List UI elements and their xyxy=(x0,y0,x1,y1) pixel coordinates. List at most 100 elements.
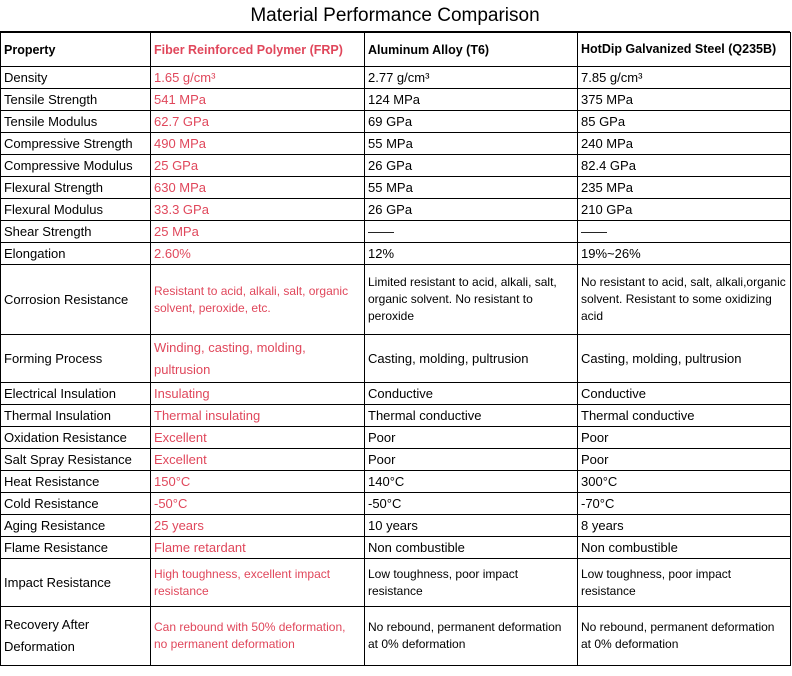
table-row: Flexural Strength 630 MPa 55 MPa 235 MPa xyxy=(0,176,791,199)
header-property: Property xyxy=(0,32,151,67)
cell-steel: Low toughness, poor impact resistance xyxy=(577,558,791,607)
cell-steel: No resistant to acid, salt, alkali,organ… xyxy=(577,264,791,335)
table-row: Oxidation Resistance Excellent Poor Poor xyxy=(0,426,791,449)
cell-aluminum: 124 MPa xyxy=(364,88,578,111)
cell-aluminum: Low toughness, poor impact resistance xyxy=(364,558,578,607)
table-row: Compressive Strength 490 MPa 55 MPa 240 MPa xyxy=(0,132,791,155)
cell-property: Salt Spray Resistance xyxy=(0,448,151,471)
table-row: Density 1.65 g/cm³ 2.77 g/cm³ 7.85 g/cm³ xyxy=(0,66,791,89)
header-steel: HotDip Galvanized Steel (Q235B) xyxy=(577,32,791,67)
cell-frp: 1.65 g/cm³ xyxy=(150,66,365,89)
cell-frp: Thermal insulating xyxy=(150,404,365,427)
cell-property: Heat Resistance xyxy=(0,470,151,493)
cell-steel: Casting, molding, pultrusion xyxy=(577,334,791,383)
cell-steel: 240 MPa xyxy=(577,132,791,155)
cell-frp: 150°C xyxy=(150,470,365,493)
table-row: Tensile Strength 541 MPa 124 MPa 375 MPa xyxy=(0,88,791,111)
comparison-table: Property Fiber Reinforced Polymer (FRP) … xyxy=(0,32,791,666)
cell-steel: Poor xyxy=(577,426,791,449)
cell-aluminum: Limited resistant to acid, alkali, salt,… xyxy=(364,264,578,335)
cell-steel: -70°C xyxy=(577,492,791,515)
cell-frp: 62.7 GPa xyxy=(150,110,365,133)
table-row: Tensile Modulus 62.7 GPa 69 GPa 85 GPa xyxy=(0,110,791,133)
cell-property: Flexural Modulus xyxy=(0,198,151,221)
table-row: Impact Resistance High toughness, excelle… xyxy=(0,558,791,607)
cell-aluminum: 55 MPa xyxy=(364,132,578,155)
cell-frp: 25 GPa xyxy=(150,154,365,177)
cell-property: Impact Resistance xyxy=(0,558,151,607)
cell-aluminum: 55 MPa xyxy=(364,176,578,199)
cell-steel: 8 years xyxy=(577,514,791,537)
cell-aluminum: 140°C xyxy=(364,470,578,493)
cell-steel: —— xyxy=(577,220,791,243)
cell-frp: Can rebound with 50% deformation, no per… xyxy=(150,606,365,666)
cell-property: Recovery After Deformation xyxy=(0,606,151,666)
cell-frp: 33.3 GPa xyxy=(150,198,365,221)
cell-frp: 541 MPa xyxy=(150,88,365,111)
table-row: Thermal Insulation Thermal insulating Ther… xyxy=(0,404,791,427)
cell-property: Shear Strength xyxy=(0,220,151,243)
cell-aluminum: 26 GPa xyxy=(364,154,578,177)
cell-property: Tensile Strength xyxy=(0,88,151,111)
cell-aluminum: 26 GPa xyxy=(364,198,578,221)
cell-aluminum: —— xyxy=(364,220,578,243)
cell-frp: 490 MPa xyxy=(150,132,365,155)
header-aluminum: Aluminum Alloy (T6) xyxy=(364,32,578,67)
cell-steel: Non combustible xyxy=(577,536,791,559)
cell-aluminum: Thermal conductive xyxy=(364,404,578,427)
cell-property: Cold Resistance xyxy=(0,492,151,515)
cell-property: Corrosion Resistance xyxy=(0,264,151,335)
cell-property: Flexural Strength xyxy=(0,176,151,199)
cell-property: Thermal Insulation xyxy=(0,404,151,427)
header-row: Property Fiber Reinforced Polymer (FRP) … xyxy=(0,32,791,67)
cell-aluminum: Conductive xyxy=(364,382,578,405)
cell-steel: No rebound, permanent deformation at 0% … xyxy=(577,606,791,666)
cell-frp: 25 years xyxy=(150,514,365,537)
cell-frp: Flame retardant xyxy=(150,536,365,559)
cell-steel: Poor xyxy=(577,448,791,471)
table-row: Flame Resistance Flame retardant Non combu… xyxy=(0,536,791,559)
cell-frp: High toughness, excellent impact resista… xyxy=(150,558,365,607)
cell-property: Electrical Insulation xyxy=(0,382,151,405)
cell-steel: 85 GPa xyxy=(577,110,791,133)
cell-frp: -50°C xyxy=(150,492,365,515)
table-row: Electrical Insulation Insulating Conductiv… xyxy=(0,382,791,405)
cell-frp: 2.60% xyxy=(150,242,365,265)
cell-steel: Conductive xyxy=(577,382,791,405)
cell-property: Compressive Strength xyxy=(0,132,151,155)
cell-aluminum: Poor xyxy=(364,426,578,449)
cell-frp: 630 MPa xyxy=(150,176,365,199)
cell-property: Density xyxy=(0,66,151,89)
cell-frp: Resistant to acid, alkali, salt, organic… xyxy=(150,264,365,335)
table-row: Aging Resistance 25 years 10 years 8 years xyxy=(0,514,791,537)
header-frp: Fiber Reinforced Polymer (FRP) xyxy=(150,32,365,67)
table-row: Salt Spray Resistance Excellent Poor Poor xyxy=(0,448,791,471)
cell-frp: 25 MPa xyxy=(150,220,365,243)
cell-property: Flame Resistance xyxy=(0,536,151,559)
cell-steel: 235 MPa xyxy=(577,176,791,199)
cell-property: Aging Resistance xyxy=(0,514,151,537)
table-row: Recovery After Deformation Can rebound wi… xyxy=(0,606,791,666)
table-row: Forming Process Winding, casting, molding… xyxy=(0,334,791,383)
cell-aluminum: Casting, molding, pultrusion xyxy=(364,334,578,383)
cell-frp: Excellent xyxy=(150,448,365,471)
table-row: Corrosion Resistance Resistant to acid, a… xyxy=(0,264,791,335)
cell-property: Forming Process xyxy=(0,334,151,383)
cell-frp: Winding, casting, molding, pultrusion xyxy=(150,334,365,383)
cell-frp: Excellent xyxy=(150,426,365,449)
table-row: Flexural Modulus 33.3 GPa 26 GPa 210 GPa xyxy=(0,198,791,221)
cell-aluminum: 69 GPa xyxy=(364,110,578,133)
cell-steel: 19%~26% xyxy=(577,242,791,265)
cell-steel: 7.85 g/cm³ xyxy=(577,66,791,89)
cell-aluminum: 2.77 g/cm³ xyxy=(364,66,578,89)
cell-property: Oxidation Resistance xyxy=(0,426,151,449)
cell-property: Compressive Modulus xyxy=(0,154,151,177)
table-row: Heat Resistance 150°C 140°C 300°C xyxy=(0,470,791,493)
cell-aluminum: Poor xyxy=(364,448,578,471)
table-row: Elongation 2.60% 12% 19%~26% xyxy=(0,242,791,265)
cell-steel: 300°C xyxy=(577,470,791,493)
cell-aluminum: Non combustible xyxy=(364,536,578,559)
cell-steel: 210 GPa xyxy=(577,198,791,221)
cell-aluminum: 12% xyxy=(364,242,578,265)
table-row: Compressive Modulus 25 GPa 26 GPa 82.4 GPa xyxy=(0,154,791,177)
